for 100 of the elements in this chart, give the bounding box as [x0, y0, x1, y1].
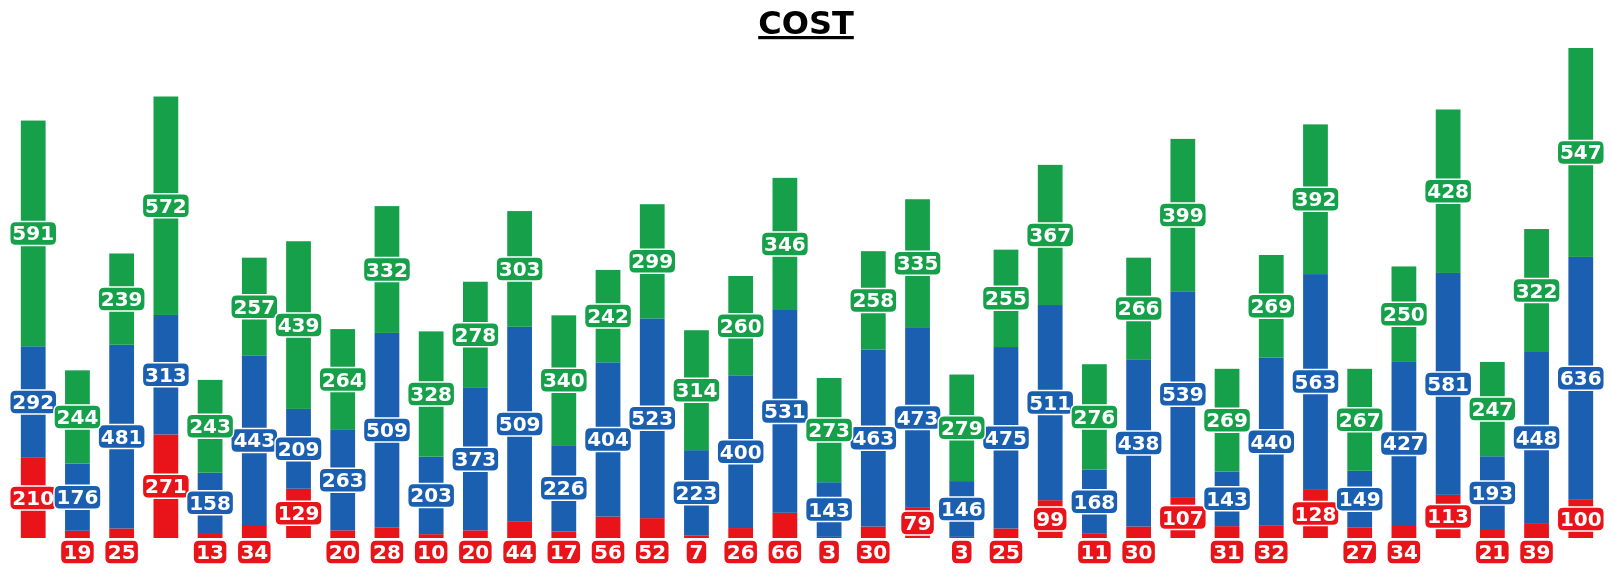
- data-label: 25: [992, 540, 1020, 564]
- data-label: 547: [1559, 140, 1602, 165]
- data-label: 264: [321, 367, 364, 392]
- data-label: 226: [542, 476, 585, 501]
- data-label: 34: [1389, 540, 1418, 564]
- data-label: 263: [321, 468, 364, 493]
- data-label: 260: [719, 313, 762, 338]
- data-label: 244: [56, 404, 99, 429]
- data-label: 443: [233, 428, 276, 453]
- data-label: 128: [1294, 501, 1337, 526]
- data-label: 129: [277, 501, 320, 526]
- data-label: 31: [1213, 540, 1241, 564]
- data-label: 203: [410, 483, 453, 508]
- data-label: 39: [1522, 540, 1551, 564]
- data-label: 531: [764, 399, 806, 424]
- data-label: 21: [1478, 540, 1507, 564]
- data-label: 276: [1073, 404, 1116, 429]
- data-label: 581: [1427, 371, 1469, 396]
- data-label: 26: [726, 540, 755, 564]
- data-label: 7: [689, 540, 704, 564]
- data-label: 44: [505, 540, 534, 564]
- data-label: 279: [940, 415, 983, 440]
- data-label: 475: [985, 425, 1027, 450]
- data-label: 563: [1294, 369, 1337, 394]
- data-label: 332: [366, 257, 408, 282]
- data-label: 17: [549, 540, 578, 564]
- data-label: 539: [1161, 382, 1204, 407]
- data-label: 399: [1161, 203, 1204, 228]
- data-label: 3: [954, 540, 969, 564]
- data-label: 176: [56, 485, 99, 510]
- data-label: 242: [587, 304, 629, 329]
- data-label: 168: [1073, 489, 1116, 514]
- data-label: 439: [277, 313, 320, 338]
- data-label: 28: [373, 540, 401, 564]
- data-label: 481: [100, 424, 143, 449]
- data-label: 335: [896, 251, 939, 276]
- data-label: 328: [410, 382, 453, 407]
- data-label: 523: [631, 406, 674, 431]
- data-label: 66: [770, 540, 799, 564]
- data-label: 636: [1559, 366, 1602, 391]
- data-label: 210: [12, 485, 55, 510]
- data-label: 30: [1124, 540, 1153, 564]
- data-label: 404: [587, 427, 629, 452]
- data-label: 448: [1515, 425, 1558, 450]
- data-label: 314: [675, 378, 718, 403]
- data-label: 258: [852, 288, 895, 313]
- data-label: 30: [859, 540, 888, 564]
- data-label: 250: [1383, 302, 1425, 327]
- data-label: 313: [145, 362, 187, 387]
- data-label: 367: [1029, 222, 1072, 247]
- data-label: 427: [1383, 431, 1425, 456]
- data-label: 267: [1338, 407, 1381, 432]
- data-label: 158: [189, 490, 231, 515]
- data-label: 269: [1250, 294, 1293, 319]
- data-label: 269: [1206, 408, 1248, 433]
- chart-title: COST: [758, 4, 854, 42]
- data-label: 34: [240, 540, 269, 564]
- data-label: 340: [542, 368, 585, 393]
- data-label: 56: [594, 540, 622, 564]
- data-label: 239: [100, 287, 143, 312]
- data-label: 11: [1080, 540, 1109, 564]
- data-label: 20: [461, 540, 490, 564]
- data-label: 463: [852, 426, 895, 451]
- data-label: 278: [454, 322, 497, 347]
- data-label: 303: [498, 256, 541, 281]
- data-label: 143: [1206, 486, 1248, 511]
- data-label: 438: [1117, 430, 1160, 455]
- data-label: 299: [631, 249, 674, 274]
- data-label: 591: [12, 221, 55, 246]
- data-label: 143: [808, 497, 850, 522]
- data-label: 322: [1515, 278, 1558, 303]
- data-label: 509: [366, 418, 408, 443]
- data-label: 273: [808, 418, 850, 443]
- data-label: 428: [1427, 179, 1469, 204]
- data-label: 292: [12, 390, 55, 415]
- data-label: 511: [1029, 390, 1072, 415]
- data-label: 271: [145, 474, 187, 499]
- data-label: 19: [63, 540, 92, 564]
- data-label: 32: [1257, 540, 1286, 564]
- data-label: 10: [417, 540, 446, 564]
- data-label: 400: [719, 439, 762, 464]
- data-label: 473: [896, 405, 939, 430]
- data-label: 255: [985, 286, 1027, 311]
- data-label: 52: [638, 540, 667, 564]
- data-label: 223: [675, 480, 718, 505]
- data-label: 27: [1345, 540, 1374, 564]
- data-label: 13: [196, 540, 225, 564]
- data-label: 392: [1294, 187, 1337, 212]
- data-label: 509: [498, 412, 541, 436]
- data-label: 146: [940, 496, 983, 521]
- data-label: 149: [1338, 487, 1381, 512]
- data-label: 25: [107, 540, 136, 564]
- data-label: 20: [328, 540, 357, 564]
- data-label: 266: [1117, 296, 1160, 321]
- data-label: 257: [233, 294, 276, 319]
- data-label: 3: [822, 540, 837, 564]
- data-label: 247: [1471, 397, 1514, 422]
- data-label: 243: [189, 414, 231, 439]
- data-label: 346: [764, 231, 806, 256]
- data-label: 193: [1471, 481, 1514, 506]
